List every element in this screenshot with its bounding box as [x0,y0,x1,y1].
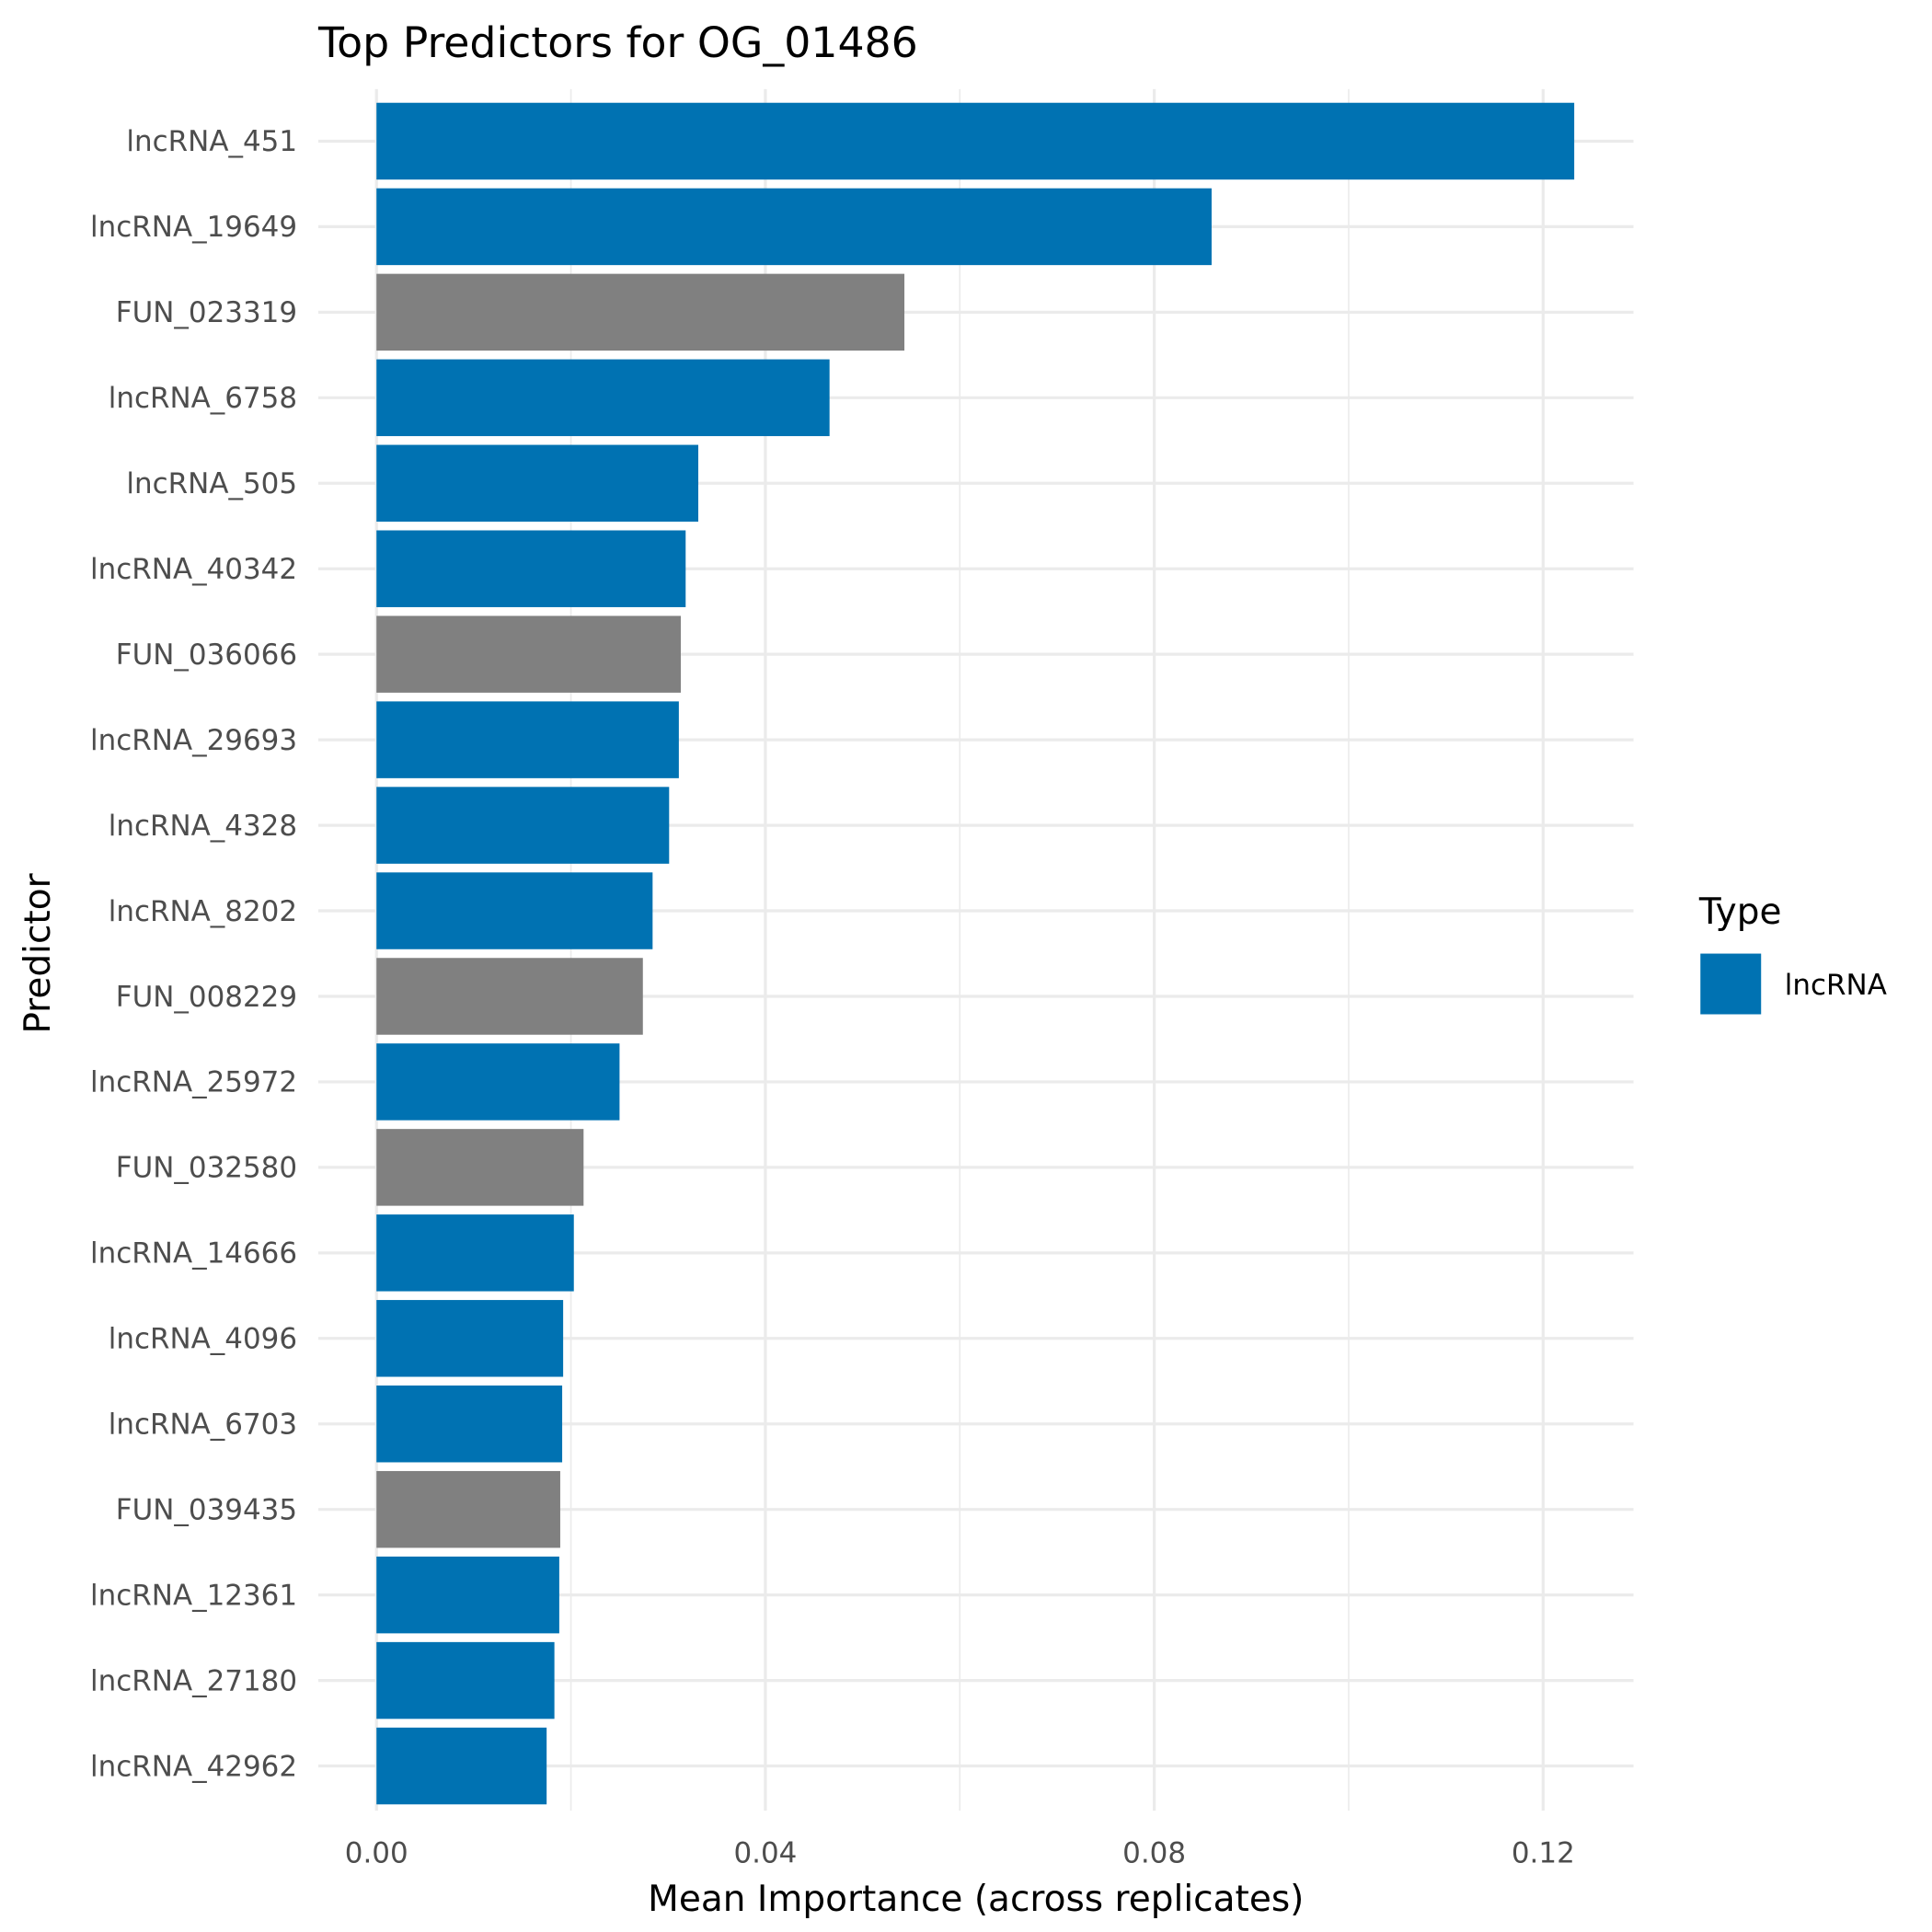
bar-lncrna-6758 [376,359,830,437]
chart-title: Top Predictors for OG_01486 [317,18,918,67]
y-tick-label: FUN_039435 [116,1493,297,1526]
x-tick-label: 0.12 [1512,1837,1575,1870]
legend-title: Type [1698,891,1782,933]
y-tick-label: lncRNA_19649 [90,211,297,244]
bar-lncrna-6703 [376,1386,563,1463]
bar-fun-008229 [376,958,643,1035]
y-tick-label: FUN_008229 [116,981,297,1014]
bar-lncrna-29693 [376,701,679,778]
bar-lncrna-12361 [376,1556,559,1634]
x-tick-label: 0.04 [733,1837,797,1870]
bar-lncrna-25972 [376,1043,620,1121]
y-tick-labels: lncRNA_451 lncRNA_19649 FUN_023319 lncRNA_6… [90,125,297,1783]
y-tick-label: lncRNA_8202 [109,895,297,928]
legend: Type lncRNA [1698,891,1887,1015]
x-tick-labels: 0.00 0.04 0.08 0.12 [345,1837,1575,1870]
y-tick-label: lncRNA_4096 [109,1323,297,1356]
x-axis-title: Mean Importance (across replicates) [648,1879,1304,1920]
y-tick-label: lncRNA_14666 [90,1237,297,1271]
bar-fun-023319 [376,273,905,351]
bar-lncrna-27180 [376,1641,555,1719]
bar-fun-032580 [376,1129,584,1206]
y-tick-label: lncRNA_29693 [90,724,297,757]
bar-fun-039435 [376,1470,560,1548]
y-tick-label: lncRNA_6703 [109,1409,297,1442]
y-tick-label: lncRNA_42962 [90,1750,297,1783]
y-tick-label: lncRNA_451 [126,125,297,158]
bar-lncrna-4096 [376,1300,564,1377]
x-tick-label: 0.00 [345,1837,408,1870]
y-axis-title: Predictor [17,872,59,1033]
legend-label-lncrna: lncRNA [1785,969,1887,1002]
y-tick-label: FUN_032580 [116,1152,297,1185]
bars [376,102,1575,1805]
y-tick-label: lncRNA_12361 [90,1579,297,1612]
bar-lncrna-505 [376,444,699,522]
y-tick-label: lncRNA_27180 [90,1664,297,1697]
y-tick-label: FUN_036066 [116,638,297,672]
bar-lncrna-4328 [376,787,670,864]
y-tick-label: lncRNA_4328 [109,810,297,843]
y-tick-label: lncRNA_6758 [109,382,297,415]
bar-lncrna-451 [376,102,1575,180]
bar-fun-036066 [376,615,681,693]
bar-lncrna-8202 [376,872,653,949]
bar-lncrna-14666 [376,1214,574,1292]
y-tick-label: FUN_023319 [116,296,297,329]
legend-key-lncrna [1700,953,1762,1015]
x-tick-label: 0.08 [1122,1837,1186,1870]
bar-lncrna-19649 [376,188,1212,266]
y-tick-label: lncRNA_505 [126,467,297,500]
y-tick-label: lncRNA_25972 [90,1066,297,1099]
bar-lncrna-40342 [376,530,686,607]
bar-lncrna-42962 [376,1727,547,1805]
y-tick-label: lncRNA_40342 [90,553,297,586]
